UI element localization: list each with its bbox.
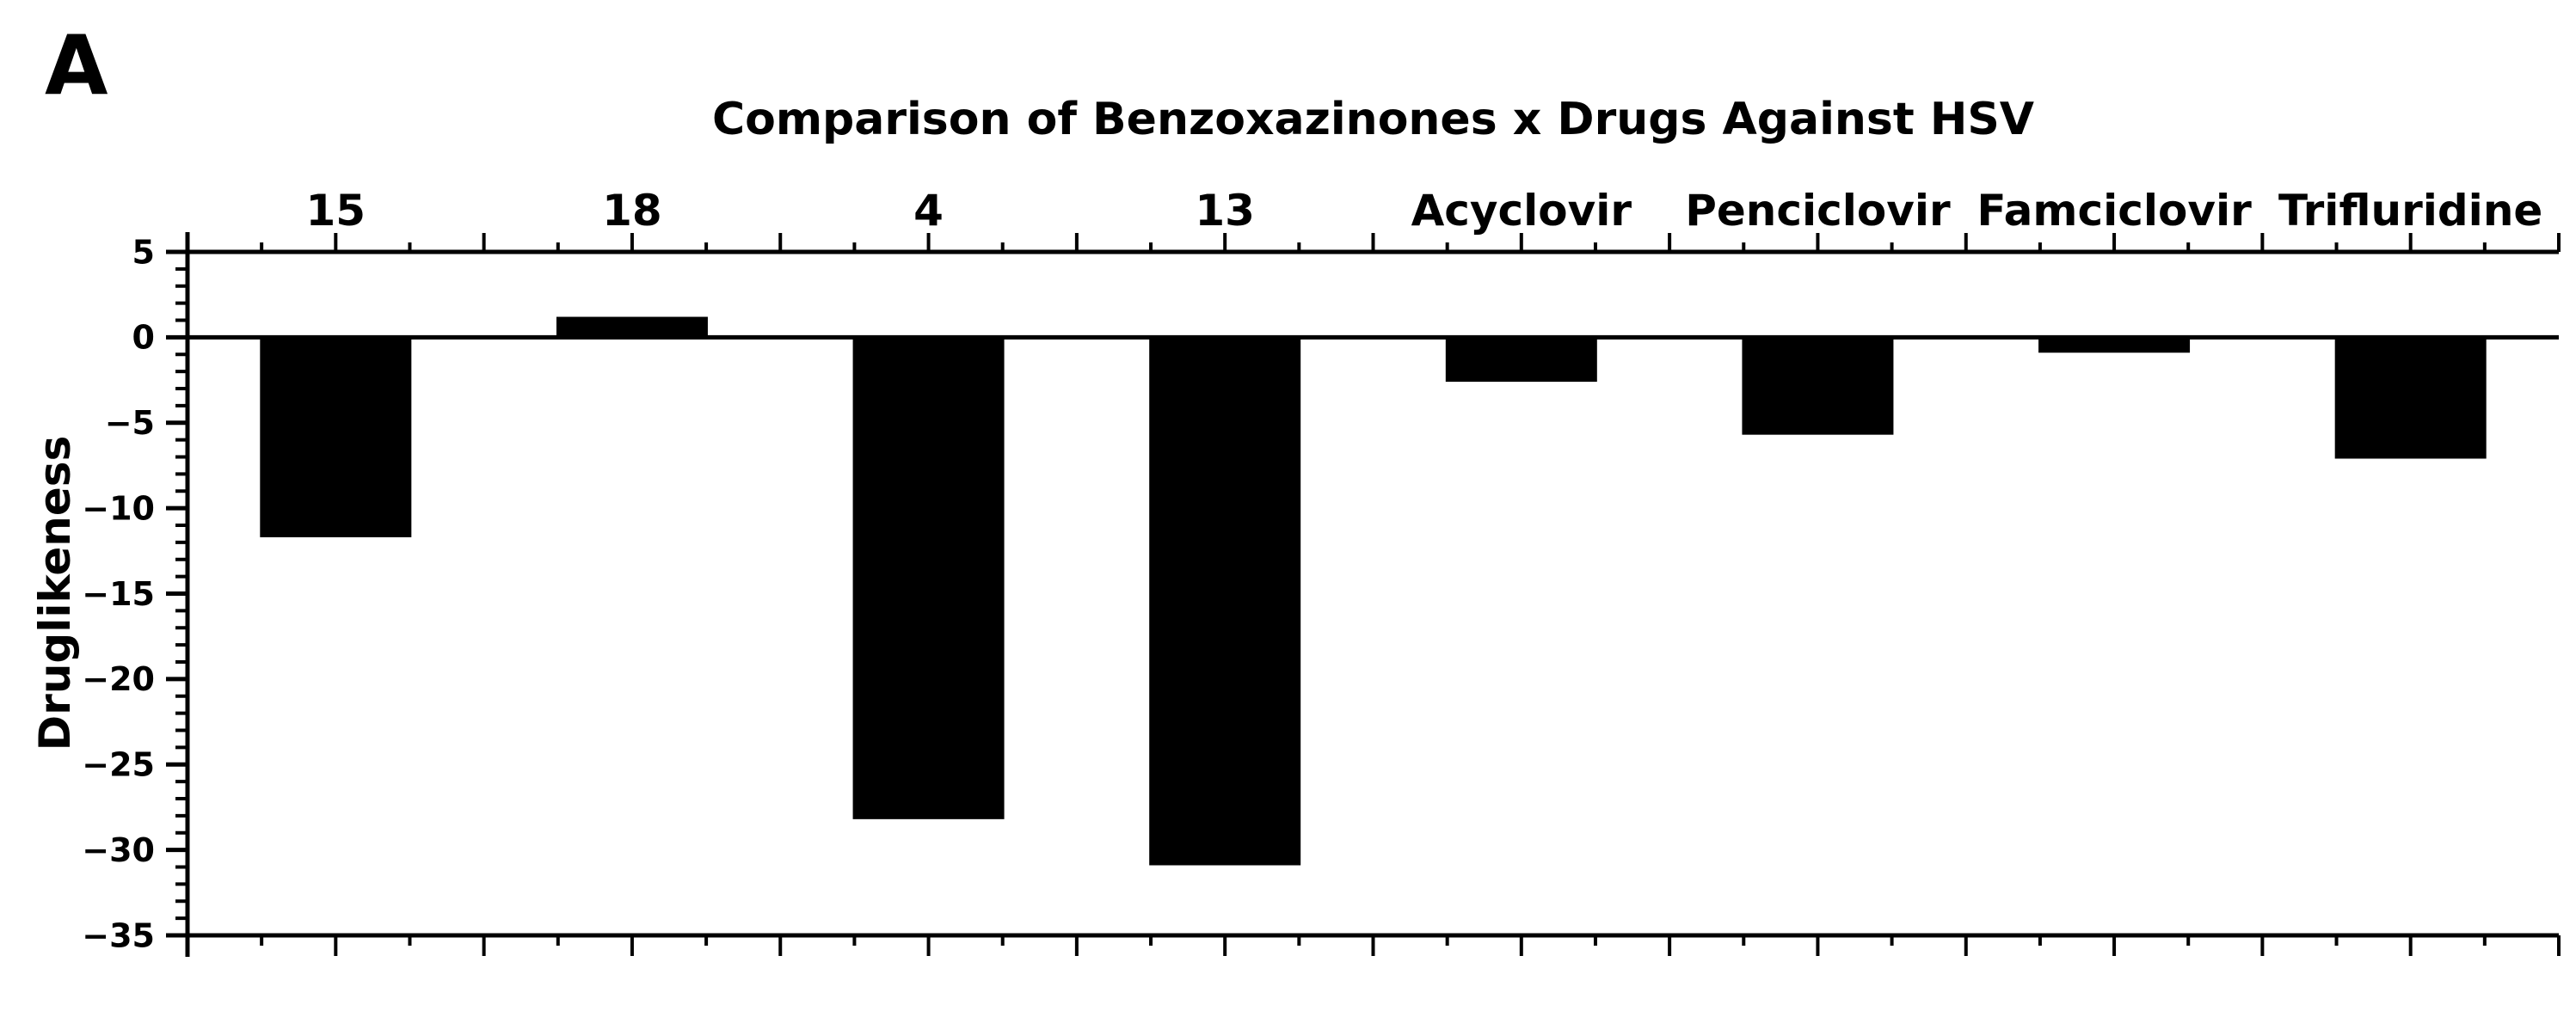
- x-tick-label-4: 4: [913, 186, 944, 236]
- y-tick-label-0: 0: [132, 319, 155, 357]
- x-tick-label-15: 15: [306, 186, 366, 236]
- chart-title: Comparison of Benzoxazinones x Drugs Aga…: [711, 94, 2035, 145]
- panel-label: A: [45, 19, 108, 113]
- bar-18: [556, 316, 708, 338]
- y-tick-label--5: −5: [105, 404, 155, 442]
- x-tick-label-Penciclovir: Penciclovir: [1685, 186, 1951, 236]
- x-tick-label-Famciclovir: Famciclovir: [1977, 186, 2252, 236]
- bar-Trifluridine: [2334, 337, 2487, 459]
- y-tick-label--20: −20: [82, 660, 155, 698]
- bar-Famciclovir: [2038, 337, 2191, 353]
- x-tick-label-Acyclovir: Acyclovir: [1411, 186, 1632, 236]
- bar-Penciclovir: [1742, 337, 1894, 435]
- y-tick-label--25: −25: [82, 746, 155, 784]
- x-tick-label-18: 18: [602, 186, 662, 236]
- y-tick-label--10: −10: [82, 489, 155, 527]
- bar-13: [1149, 337, 1301, 866]
- bar-15: [260, 337, 412, 537]
- x-tick-label-Trifluridine: Trifluridine: [2278, 186, 2542, 236]
- bar-4: [852, 337, 1005, 819]
- y-tick-label--15: −15: [82, 575, 155, 613]
- x-tick-label-13: 13: [1195, 186, 1255, 236]
- bar-Acyclovir: [1445, 337, 1597, 383]
- y-tick-label-5: 5: [132, 233, 155, 271]
- y-tick-label--35: −35: [82, 916, 155, 954]
- y-tick-label--30: −30: [82, 831, 155, 869]
